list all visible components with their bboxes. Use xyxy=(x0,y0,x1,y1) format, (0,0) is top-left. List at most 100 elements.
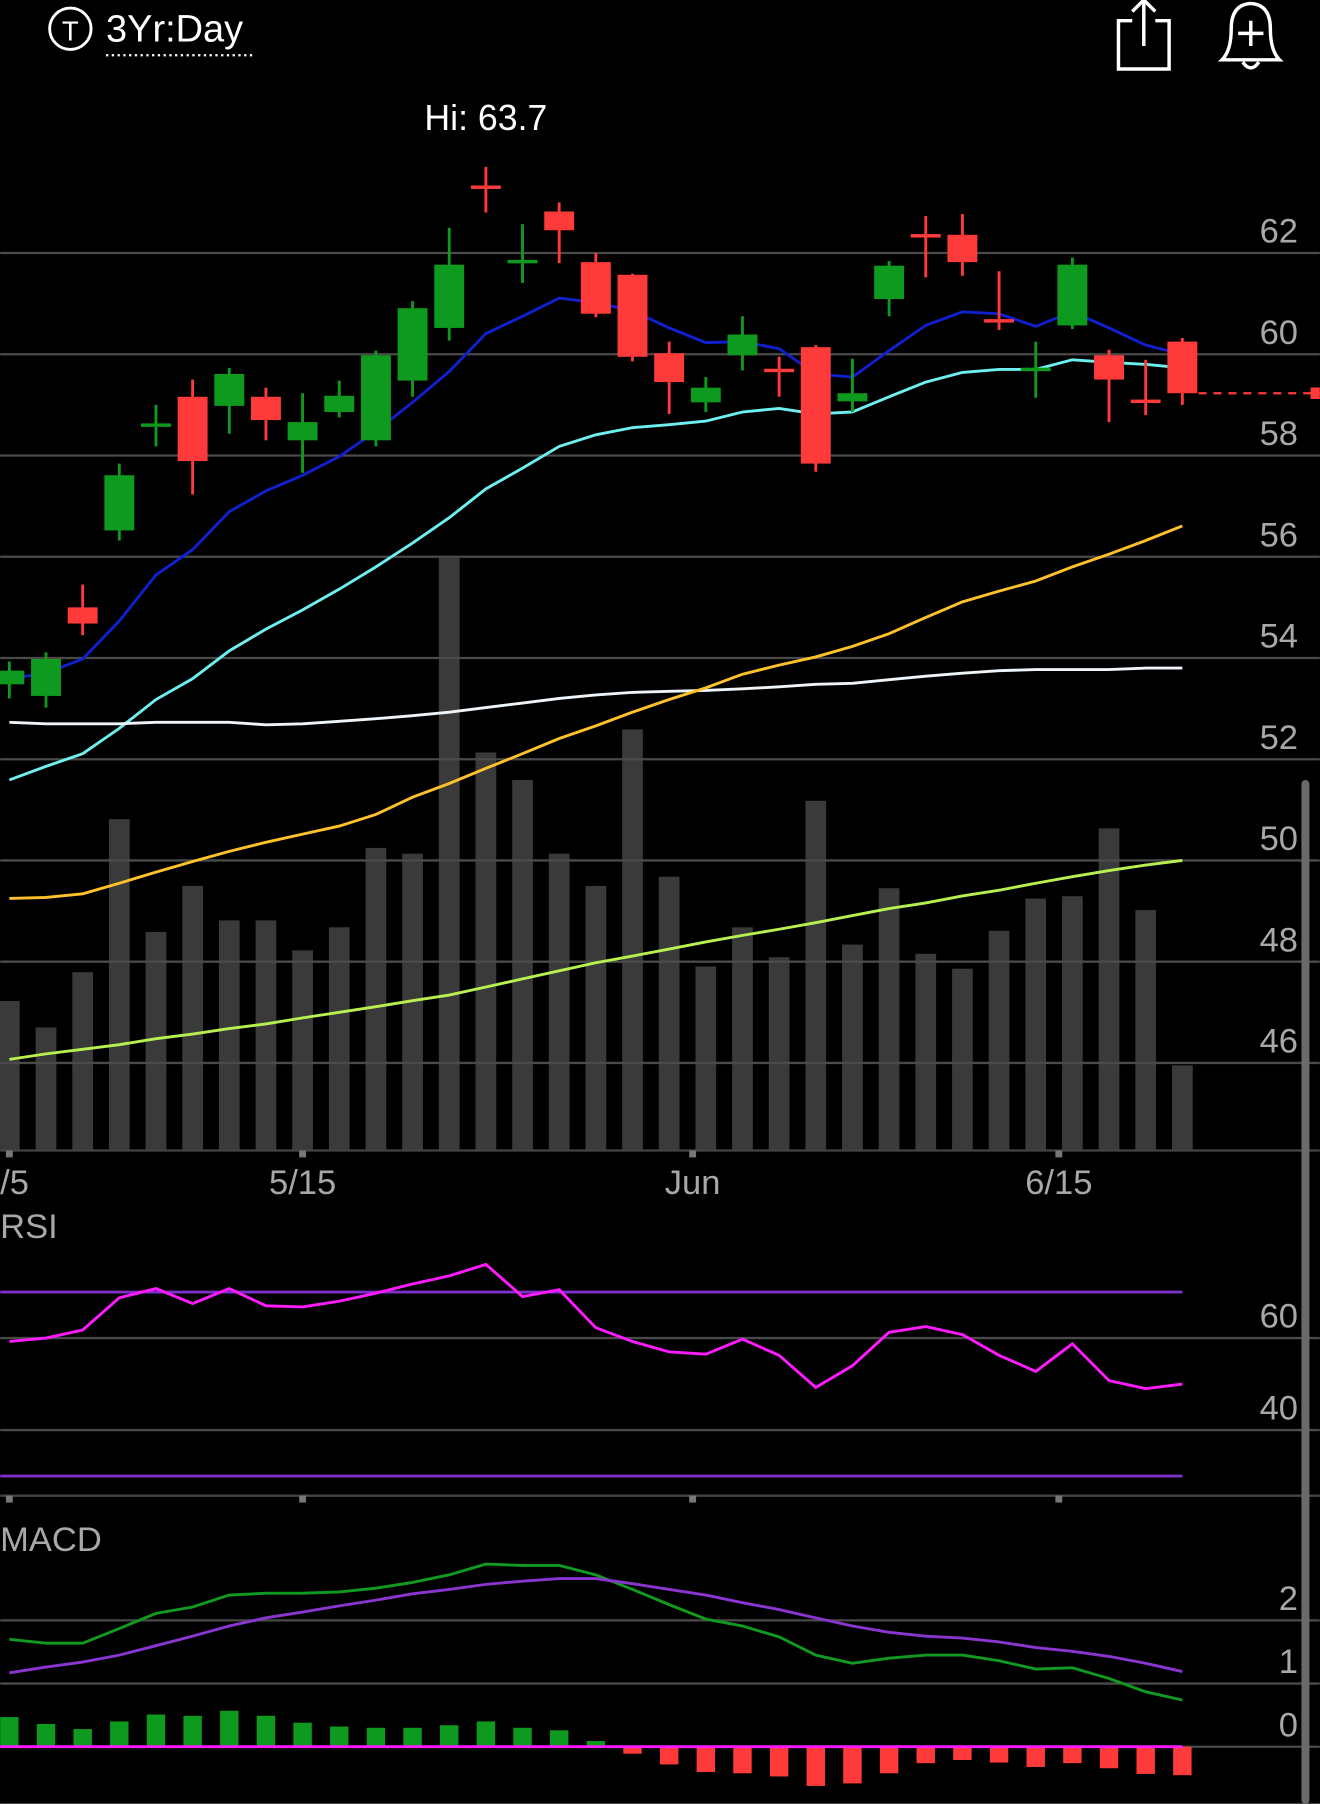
candle-body xyxy=(800,347,831,464)
candle-body xyxy=(214,373,245,406)
volume-bar xyxy=(1025,898,1047,1151)
candle-body xyxy=(360,355,391,441)
histogram-bar xyxy=(293,1722,312,1747)
candle-body xyxy=(764,368,795,373)
histogram-bar xyxy=(110,1721,129,1747)
ticker-circle xyxy=(48,6,93,51)
histogram-bar xyxy=(330,1726,349,1747)
candle-body xyxy=(0,670,25,685)
candle-body xyxy=(250,396,281,421)
volume-bar xyxy=(988,930,1010,1151)
share-box xyxy=(1116,18,1171,71)
volume-bar xyxy=(732,927,753,1151)
volume-bar xyxy=(548,853,570,1151)
share-button[interactable] xyxy=(1116,0,1171,71)
candle-body xyxy=(874,265,905,300)
volume-bar xyxy=(805,800,827,1151)
histogram-bar xyxy=(256,1715,276,1747)
candle-body xyxy=(654,353,685,383)
candle-body xyxy=(690,387,721,403)
indicator-line xyxy=(9,1262,1183,1391)
moving-average-line xyxy=(8,358,1183,782)
candle-body xyxy=(434,264,465,328)
volume-bar xyxy=(622,729,643,1151)
y-tick-label: 58 xyxy=(1260,415,1298,453)
histogram-bar xyxy=(843,1746,862,1784)
y-tick-label: 60 xyxy=(1260,1298,1298,1336)
y-tick-label: 56 xyxy=(1260,516,1298,554)
histogram-bar xyxy=(916,1746,935,1764)
x-tick-label: 6/15 xyxy=(1025,1164,1092,1202)
histogram-bar xyxy=(549,1730,569,1747)
high-annotation: Hi: 63.7 xyxy=(424,98,547,138)
y-tick-label: 0 xyxy=(1279,1706,1298,1744)
candle-body xyxy=(141,423,171,427)
histogram-bar xyxy=(733,1746,752,1774)
volume-bar xyxy=(585,885,607,1151)
candle-body xyxy=(617,274,648,357)
volume-bar xyxy=(952,968,973,1151)
histogram-bar xyxy=(1063,1746,1082,1764)
y-tick-label: 54 xyxy=(1260,618,1298,656)
volume-bar xyxy=(658,876,680,1151)
candle-body xyxy=(177,396,208,462)
histogram-bar xyxy=(1173,1746,1192,1776)
candle-body xyxy=(397,308,428,381)
histogram-bar xyxy=(879,1746,899,1774)
candle-body xyxy=(947,234,978,263)
candle-body xyxy=(287,422,318,441)
ticker-icon[interactable]: T xyxy=(48,6,93,51)
alert-button[interactable] xyxy=(1217,1,1284,70)
volume-bar xyxy=(695,966,717,1151)
candle-body xyxy=(727,334,758,356)
candle-body xyxy=(1057,264,1088,326)
period-selector[interactable]: 3Yr:Day xyxy=(106,8,243,50)
ticker-letter: T xyxy=(62,15,79,46)
y-tick-label: 60 xyxy=(1260,314,1298,352)
candle-body xyxy=(837,393,868,402)
volume-bar xyxy=(475,752,497,1151)
volume-bar xyxy=(218,920,240,1151)
candle-body xyxy=(984,319,1015,323)
x-tick-label: 5/15 xyxy=(269,1164,336,1202)
histogram-bar xyxy=(73,1729,92,1747)
histogram-bar xyxy=(623,1746,642,1754)
y-tick-label: 40 xyxy=(1260,1390,1298,1428)
moving-average-line xyxy=(9,524,1183,900)
histogram-bar xyxy=(769,1746,789,1777)
bell xyxy=(1217,1,1284,62)
histogram-bar xyxy=(513,1727,532,1747)
candle-body xyxy=(1130,399,1161,404)
x-tick-label: /5 xyxy=(0,1164,29,1202)
y-tick-label: 1 xyxy=(1279,1643,1298,1681)
histogram-bar xyxy=(696,1746,716,1773)
candle-body xyxy=(470,185,501,189)
volume-bar xyxy=(328,927,350,1151)
histogram-bar xyxy=(1099,1746,1119,1769)
candle-body xyxy=(324,395,355,412)
histogram-bar xyxy=(989,1746,1009,1763)
histogram-bar xyxy=(146,1714,166,1747)
candle-body xyxy=(1167,341,1198,394)
y-tick-label: 62 xyxy=(1260,213,1298,251)
panel-title: MACD xyxy=(0,1521,102,1559)
volume-bar xyxy=(365,847,387,1151)
share-arrow xyxy=(1131,0,1157,47)
volume-bar xyxy=(182,885,203,1151)
histogram-bar xyxy=(183,1715,202,1747)
histogram-bar xyxy=(366,1727,386,1747)
histogram-bar xyxy=(1136,1746,1155,1774)
histogram-bar xyxy=(586,1741,606,1747)
panel-title: RSI xyxy=(0,1208,58,1246)
histogram-bar xyxy=(659,1746,679,1765)
volume-bar xyxy=(35,1027,57,1151)
x-tick-label: Jun xyxy=(665,1164,721,1202)
candle-body xyxy=(544,211,575,231)
volume-bar xyxy=(72,972,94,1151)
y-tick-label: 48 xyxy=(1260,921,1298,959)
histogram-bar xyxy=(403,1727,422,1747)
scrollbar[interactable] xyxy=(1301,780,1310,1804)
volume-bar xyxy=(768,957,790,1151)
moving-average-line xyxy=(9,859,1183,1061)
